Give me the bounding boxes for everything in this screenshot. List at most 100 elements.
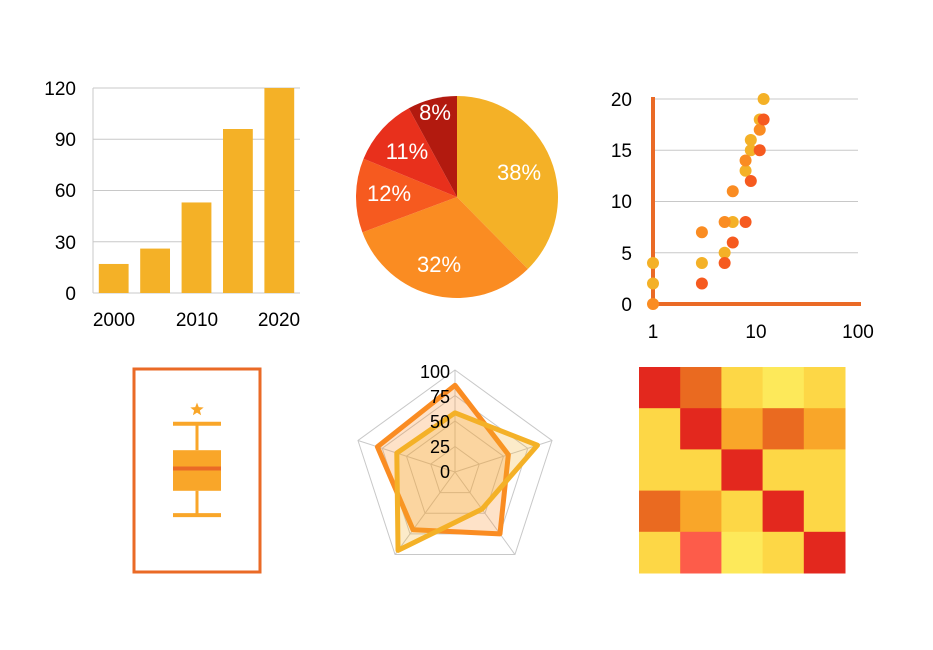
scatter-point (739, 216, 752, 228)
scatter-x-tick-labels: 1 10 100 (648, 322, 874, 343)
pie-slice (356, 158, 457, 233)
bar-x-tick: 2000 (93, 310, 135, 331)
heatmap-cell (721, 490, 764, 533)
box-iqr (173, 450, 221, 491)
heatmap-cell (639, 367, 681, 409)
pie-label-slice-3: 12% (367, 181, 411, 206)
radar-grid-ring (430, 445, 480, 494)
heatmap-cell (721, 367, 764, 409)
heatmap-cell (680, 531, 722, 574)
scatter-point (695, 257, 708, 269)
heatmap-cell (680, 408, 722, 450)
scatter-point (739, 154, 752, 167)
heatmap-cell (762, 531, 805, 574)
box-plot (132, 367, 262, 574)
heatmap-cell (803, 531, 846, 574)
heatmap-cell (803, 408, 846, 450)
bar (140, 248, 171, 293)
radar-series (374, 382, 540, 553)
radar-grid-ring (357, 369, 553, 556)
radar-tick: 100 (420, 362, 450, 382)
scatter-point (647, 298, 659, 310)
scatter-x-tick: 1 (648, 322, 659, 343)
pie-chart: 38% 32% 12% 11% 8% (356, 96, 559, 298)
radar-series-polygon (394, 410, 540, 553)
radar-spoke (454, 471, 516, 555)
scatter-y-tick: 20 (611, 90, 632, 111)
heatmap-cell (639, 408, 681, 450)
heatmap-cell (762, 490, 805, 533)
heatmap-cell (803, 449, 846, 492)
scatter-point (753, 144, 766, 157)
heatmap-cell (680, 490, 722, 533)
scatter-point (647, 257, 659, 269)
scatter-point (695, 277, 708, 290)
heatmap-cell (639, 449, 681, 492)
heatmap-cell (680, 367, 722, 409)
bar-y-tick: 60 (55, 181, 76, 202)
pie-slice (408, 96, 457, 197)
scatter-point (744, 134, 757, 146)
heatmap-cell (721, 408, 764, 450)
scatter-x-tick: 10 (745, 322, 766, 343)
heatmap-cell (721, 449, 764, 492)
scatter-point (757, 113, 770, 126)
heatmap-cell (680, 449, 722, 492)
scatter-point (718, 216, 731, 228)
pie-label-slice-5: 8% (419, 100, 451, 125)
bar-y-tick: 120 (44, 79, 76, 100)
pie-slice (363, 108, 457, 197)
radar-tick: 0 (440, 462, 450, 482)
radar-chart: 0 25 50 75 100 (357, 362, 553, 556)
radar-tick: 25 (430, 437, 450, 457)
scatter-y-tick: 5 (621, 244, 632, 265)
pie-label-slice-2: 32% (417, 252, 461, 277)
heatmap-cell (721, 531, 764, 574)
radar-grid-ring (405, 420, 505, 514)
scatter-point (739, 164, 752, 177)
scatter-point (744, 144, 757, 157)
scatter-x-tick: 100 (842, 322, 874, 343)
box-outlier-star (190, 402, 204, 416)
radar-spoke (357, 440, 456, 473)
scatter-y-tick: 0 (621, 295, 632, 316)
scatter-points (647, 93, 770, 310)
radar-tick: 75 (430, 387, 450, 407)
pie-slice (457, 96, 559, 269)
scatter-point (718, 257, 731, 269)
bar-y-tick: 0 (65, 284, 76, 305)
pie-label-slice-1: 38% (497, 160, 541, 185)
scatter-y-tick-labels: 0 5 10 15 20 (611, 90, 632, 316)
bar (222, 129, 253, 293)
heatmap (639, 367, 846, 574)
bar (98, 263, 129, 293)
scatter-point (753, 123, 766, 136)
bar (264, 88, 295, 293)
pie-labels: 38% 32% 12% 11% 8% (367, 100, 541, 277)
bar-x-tick: 2010 (176, 310, 218, 331)
heatmap-cell (762, 408, 805, 450)
radar-spoke (394, 471, 456, 555)
heatmap-cell (803, 367, 846, 409)
bar-y-tick: 90 (55, 130, 76, 151)
scatter-point (647, 277, 659, 290)
bar-y-tick-labels: 0 30 60 90 120 (44, 79, 76, 305)
heatmap-cell (639, 531, 681, 574)
heatmap-cell (639, 490, 681, 533)
scatter-point (744, 175, 757, 187)
pie-slice (362, 197, 528, 298)
radar-tick-labels: 0 25 50 75 100 (420, 362, 450, 482)
scatter-chart: 0 5 10 15 20 1 10 100 (611, 90, 874, 343)
scatter-axes (651, 97, 861, 306)
bar-x-tick: 2020 (258, 310, 300, 331)
bar-y-tick: 30 (55, 233, 76, 254)
scatter-point (726, 236, 739, 249)
scatter-y-tick: 15 (611, 141, 632, 162)
bar-x-tick-labels: 2000 2010 2020 (93, 310, 300, 331)
pie-label-slice-4: 11% (386, 139, 428, 164)
bar-chart: 0 30 60 90 120 2000 2010 2020 (44, 79, 300, 331)
scatter-point (695, 226, 708, 239)
pie-slices (356, 96, 559, 298)
scatter-point (718, 246, 731, 259)
